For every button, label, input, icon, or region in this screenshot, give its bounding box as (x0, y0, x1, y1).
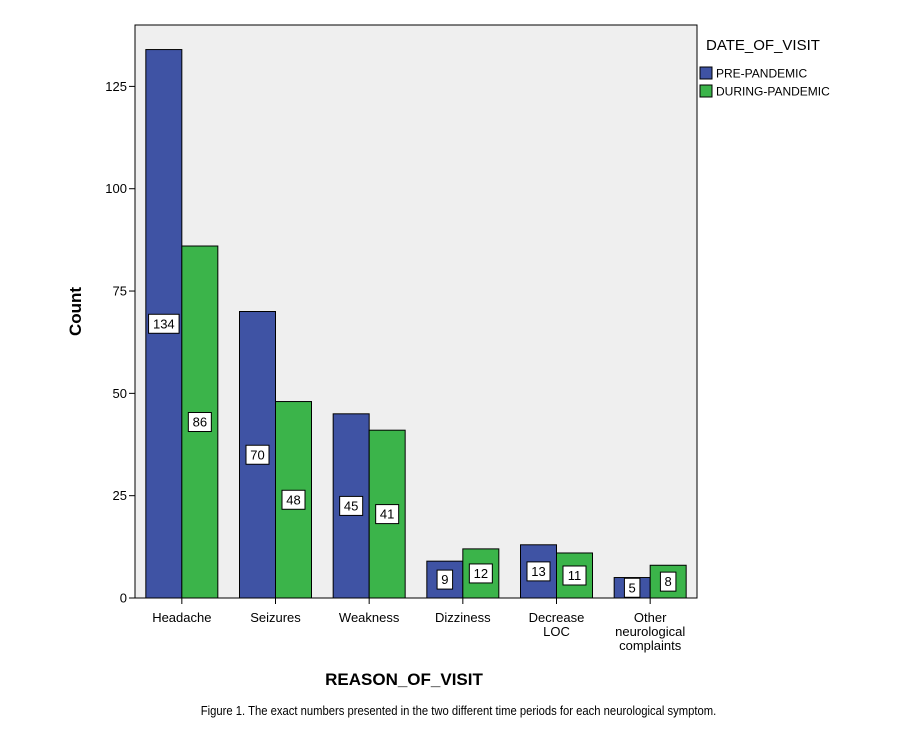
data-label-box (339, 495, 364, 516)
data-label: 70 (250, 447, 264, 462)
bars-group: 134 86 70 48 45 41 9 12 13 11 5 8 (145, 49, 687, 599)
y-axis: 0 25 50 75 100 125 (105, 79, 135, 606)
y-tick-label: 50 (113, 386, 127, 401)
bar-chart: 0 25 50 75 100 125 134 86 70 48 45 41 9 12 13 11 5 8 Hea… (66, 24, 830, 689)
data-label-box (659, 571, 677, 592)
y-tick-label: 125 (105, 79, 127, 94)
x-tick-label: Headache (152, 610, 211, 625)
data-label-box (375, 504, 400, 525)
legend-swatch (699, 66, 713, 80)
x-tick-label: Seizures (250, 610, 301, 625)
legend-swatch (699, 84, 713, 98)
y-tick-label: 25 (113, 488, 127, 503)
data-label-box (623, 577, 641, 598)
data-label: 86 (193, 415, 207, 430)
x-tick-label: Other neurological complaints (615, 610, 685, 653)
data-label: 48 (286, 492, 300, 507)
y-tick-label: 0 (120, 591, 127, 606)
y-tick-label: 100 (105, 181, 127, 196)
x-tick-label: Decrease LOC (529, 610, 585, 639)
data-label-box (436, 569, 454, 590)
data-label: 9 (441, 572, 448, 587)
data-label: 41 (380, 507, 394, 522)
data-label: 8 (665, 574, 672, 589)
plot-area (134, 24, 698, 599)
data-label-box (245, 444, 270, 465)
data-label: 11 (568, 568, 582, 583)
x-axis-title: REASON_OF_VISIT (325, 670, 483, 689)
data-label: 45 (344, 498, 358, 513)
x-axis: Headache Seizures Weakness Dizziness Decreas… (152, 598, 685, 653)
data-label-box (187, 412, 212, 433)
data-label-box (281, 489, 306, 510)
data-label-box (526, 561, 551, 582)
y-axis-title: Count (66, 287, 85, 336)
x-tick-label: Weakness (339, 610, 400, 625)
x-tick-label: Dizziness (435, 610, 491, 625)
data-label-box (148, 313, 180, 334)
data-label: 5 (629, 580, 636, 595)
legend: DATE_OF_VISIT PRE-PANDEMIC DURING-PANDEMI… (699, 37, 830, 99)
legend-label: PRE-PANDEMIC (716, 67, 807, 81)
data-label-box (562, 565, 587, 586)
data-label-box (468, 563, 493, 584)
data-label: 12 (474, 566, 488, 581)
data-label: 13 (531, 564, 545, 579)
figure-caption: Figure 1. The exact numbers presented in… (200, 704, 717, 718)
y-tick-label: 75 (113, 284, 127, 299)
legend-title: DATE_OF_VISIT (706, 37, 820, 54)
legend-label: DURING-PANDEMIC (716, 85, 830, 99)
data-label: 134 (153, 316, 175, 331)
